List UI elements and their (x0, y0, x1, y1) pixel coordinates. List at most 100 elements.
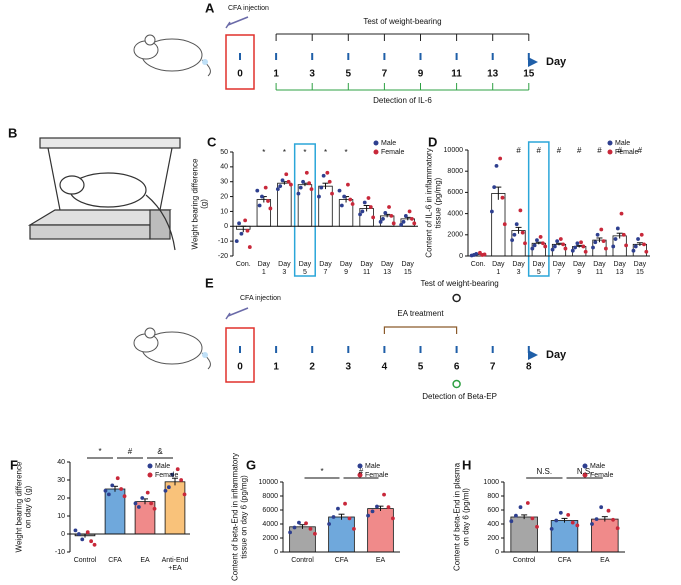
data-point (275, 187, 280, 192)
legend-marker (607, 149, 613, 155)
data-point (115, 476, 120, 481)
panel-label: C (207, 134, 217, 149)
y-tick-label: -10 (55, 549, 65, 556)
x-tick-label: Day 1 (258, 261, 271, 276)
data-point (298, 185, 303, 190)
data-point (289, 182, 293, 187)
timeline-day: 1 (273, 362, 279, 373)
x-tick-label-line: Day (573, 261, 586, 268)
x-tick-label-line: Day (401, 261, 414, 268)
x-tick-label: Day 5 (533, 261, 546, 276)
data-point (85, 530, 90, 535)
panel-label: H (462, 457, 471, 472)
data-point (362, 200, 367, 205)
x-tick-label: CFA (335, 557, 349, 564)
data-point (403, 213, 408, 218)
x-tick-label: CFA (558, 557, 572, 564)
x-tick-label-line: 15 (404, 269, 412, 276)
x-tick-label: Day 5 (299, 261, 312, 276)
data-point (307, 181, 312, 186)
timeline-unit: Day (546, 349, 567, 361)
data-point (518, 505, 523, 510)
timeline-day: 0 (237, 362, 243, 373)
y-tick-label: 10000 (444, 147, 464, 154)
y-tick-label: 0 (61, 531, 65, 538)
data-point (520, 230, 525, 235)
data-point (573, 245, 577, 250)
injection-label: CFA injection (240, 295, 281, 302)
comparison-label: & (157, 447, 163, 456)
x-tick-label-line: Day (533, 261, 546, 268)
data-point (611, 244, 616, 249)
x-tick-label: Day 15 (634, 261, 647, 276)
data-point (518, 208, 523, 213)
data-point (327, 179, 332, 184)
significance-mark: # (638, 146, 643, 155)
y-tick-label: 40 (220, 164, 228, 171)
timeline-day: 6 (454, 362, 460, 373)
x-tick-label: EA (140, 557, 150, 564)
legend-marker (373, 140, 379, 146)
data-point (535, 238, 539, 243)
timeline-day: 4 (382, 362, 388, 373)
data-point (370, 509, 375, 514)
data-point (152, 506, 157, 511)
data-point (304, 521, 308, 526)
data-point (140, 496, 145, 500)
x-tick-label-line: 13 (616, 269, 624, 276)
data-point (366, 513, 370, 518)
highlight-box (293, 143, 316, 277)
x-tick-label-line: Day (381, 261, 394, 268)
data-point (407, 209, 412, 214)
timeline-day: 7 (382, 69, 388, 80)
significance-mark: # (557, 146, 562, 155)
legend-marker (582, 463, 588, 469)
data-point (566, 513, 571, 517)
data-point (570, 248, 575, 253)
data-point (514, 513, 518, 518)
test-label: Test of weight-bearing (420, 279, 498, 288)
data-point (594, 517, 599, 521)
treatment-bracket (383, 326, 458, 334)
y-tick-label: 800 (487, 493, 499, 500)
x-tick-label-line: 13 (383, 269, 391, 276)
y-tick-label: 10 (57, 513, 65, 520)
timeline-day: 9 (418, 69, 424, 80)
y-axis-label-line: Content of beta-End in inflammatory (231, 453, 240, 581)
x-tick-label-line: Day (278, 261, 291, 268)
data-point (297, 520, 301, 525)
legend-marker (147, 463, 153, 469)
x-tick-label-line: Control (513, 557, 536, 564)
legend-marker (582, 472, 588, 478)
y-tick-label: 6000 (262, 507, 278, 514)
data-point (543, 244, 548, 249)
x-tick-label-line: Day (319, 261, 332, 268)
y-axis-label-line: tissue (pg/mg) (434, 177, 443, 228)
data-point (337, 188, 342, 193)
data-point (76, 532, 81, 536)
panel-label: A (205, 0, 215, 15)
comparison-label: N.S. (537, 467, 553, 476)
data-point (633, 244, 638, 249)
data-point (570, 520, 575, 525)
data-point (342, 194, 347, 199)
x-tick-label-line: 9 (577, 269, 581, 276)
data-point (382, 492, 386, 497)
data-point (296, 191, 301, 196)
data-point (239, 231, 244, 236)
rat-icon (133, 34, 211, 77)
x-tick-label: EA (600, 557, 610, 564)
data-point (514, 222, 519, 227)
x-tick-label: Day 9 (573, 261, 586, 276)
x-tick-label-line: EA (140, 557, 150, 564)
y-tick-label: -10 (218, 238, 228, 245)
legend-marker (373, 149, 379, 155)
legend-marker (357, 463, 363, 469)
timeline-day: 7 (490, 362, 496, 373)
x-tick-label: Day 1 (492, 261, 505, 276)
data-point (603, 246, 608, 251)
data-point (166, 485, 171, 490)
timeline-day: 8 (526, 362, 532, 373)
y-tick-label: 20 (220, 193, 228, 200)
